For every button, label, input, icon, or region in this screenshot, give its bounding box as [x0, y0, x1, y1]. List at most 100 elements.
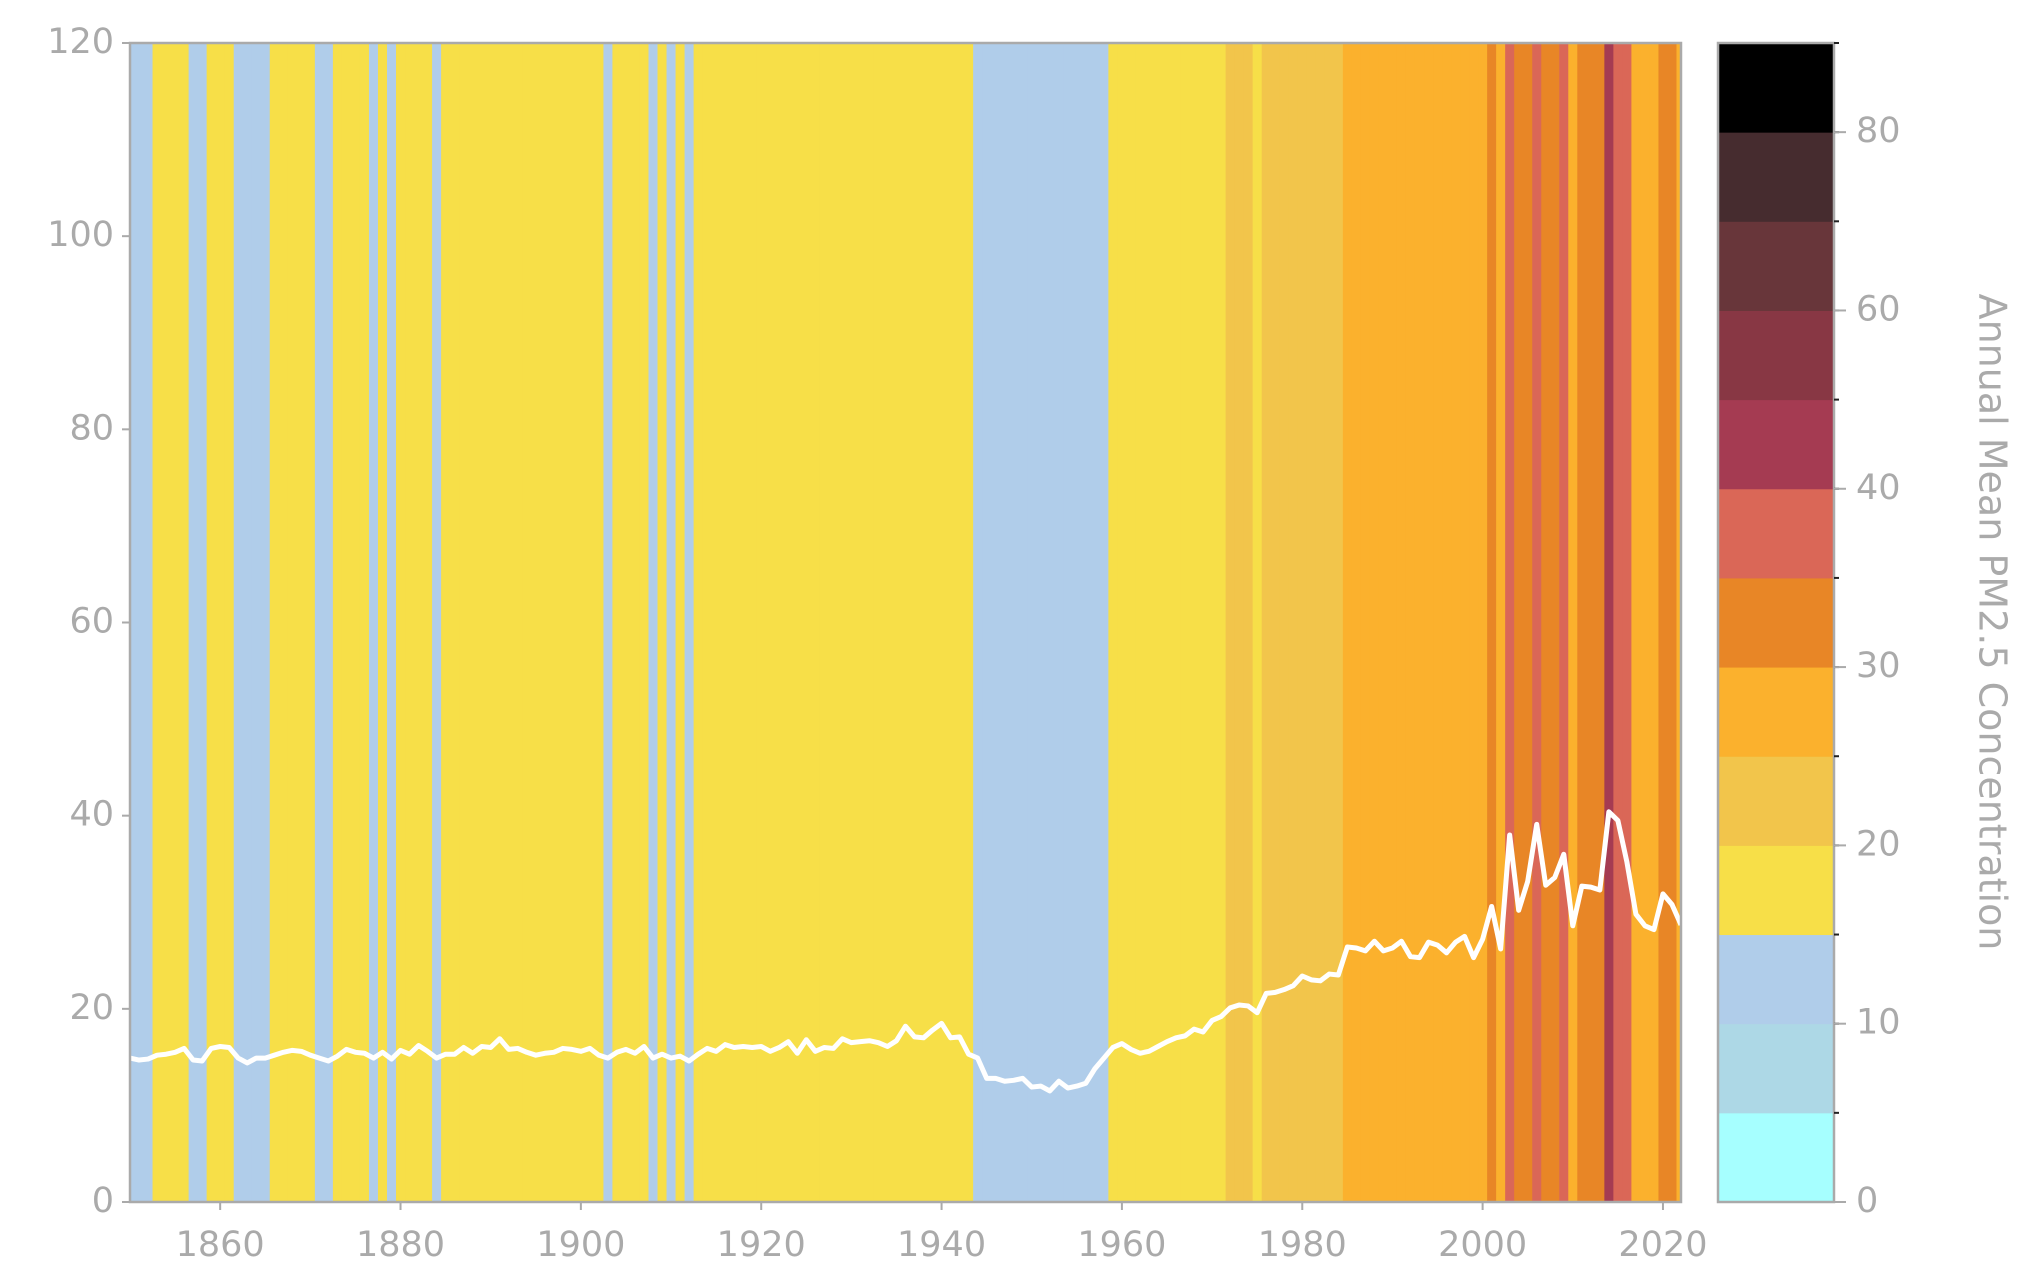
colorbar-bin: [1718, 1023, 1834, 1114]
stripe: [576, 43, 586, 1202]
stripe: [1577, 43, 1587, 1202]
stripe: [711, 43, 722, 1202]
stripe: [1063, 43, 1073, 1202]
stripe: [278, 43, 289, 1202]
stripe: [332, 43, 343, 1202]
colorbar-tick-label: 40: [1856, 468, 1901, 508]
stripe: [396, 43, 406, 1202]
stripe: [1387, 43, 1398, 1202]
stripe: [738, 43, 749, 1202]
stripe: [567, 43, 577, 1202]
stripe: [522, 43, 532, 1202]
stripe: [1306, 43, 1317, 1202]
y-tick-label: 120: [47, 22, 114, 62]
stripe: [720, 43, 731, 1202]
stripe: [558, 43, 568, 1202]
stripe: [1279, 43, 1290, 1202]
stripe: [1252, 43, 1263, 1202]
colorbar-bin: [1718, 1112, 1834, 1203]
stripe: [982, 43, 992, 1202]
stripe: [891, 43, 902, 1202]
x-tick-label: 1940: [897, 1225, 986, 1265]
x-tick-label: 1980: [1258, 1225, 1347, 1265]
stripe: [648, 43, 659, 1202]
stripe: [1595, 43, 1605, 1202]
stripe: [1270, 43, 1281, 1202]
stripe: [1342, 43, 1353, 1202]
colorbar-bin: [1718, 488, 1834, 579]
stripe: [910, 43, 920, 1202]
stripe: [1216, 43, 1227, 1202]
stripe: [937, 43, 947, 1202]
stripe: [260, 43, 271, 1202]
stripe: [1126, 43, 1137, 1202]
stripe: [855, 43, 866, 1202]
stripe: [386, 43, 397, 1202]
stripe: [1541, 43, 1551, 1202]
colorbar-tick-label: 30: [1856, 646, 1901, 686]
colorbar-bin: [1718, 221, 1834, 311]
stripe: [1036, 43, 1046, 1202]
stripe: [414, 43, 424, 1202]
stripe: [1189, 43, 1200, 1202]
stripe: [368, 43, 379, 1202]
stripe: [1288, 43, 1299, 1202]
stripe: [1234, 43, 1245, 1202]
y-tick-label: 20: [69, 988, 114, 1028]
stripe: [928, 43, 938, 1202]
colorbar-bin: [1718, 43, 1834, 133]
stripe: [134, 43, 145, 1202]
colorbar-bin: [1718, 577, 1834, 668]
stripe: [810, 43, 821, 1202]
stripe: [459, 43, 469, 1202]
stripe: [1351, 43, 1362, 1202]
stripe: [1198, 43, 1209, 1202]
colorbar-bin: [1718, 132, 1834, 222]
stripe: [1180, 43, 1191, 1202]
stripe: [1649, 43, 1660, 1202]
stripe: [1424, 43, 1434, 1202]
stripe: [341, 43, 352, 1202]
stripe: [819, 43, 830, 1202]
stripe: [1261, 43, 1272, 1202]
stripe: [1487, 43, 1497, 1202]
stripe: [1369, 43, 1380, 1202]
stripe: [657, 43, 668, 1202]
colorbar-tick-label: 10: [1856, 1003, 1901, 1043]
stripe: [405, 43, 415, 1202]
stripe: [666, 43, 677, 1202]
y-tick-label: 60: [69, 602, 114, 642]
stripe: [1315, 43, 1326, 1202]
stripe: [873, 43, 884, 1202]
colorbar-label: Annual Mean PM2.5 Concentration: [1971, 294, 2015, 951]
stripe: [1622, 43, 1633, 1202]
stripe: [756, 43, 767, 1202]
stripe: [1405, 43, 1416, 1202]
stripe: [540, 43, 550, 1202]
stripe: [1451, 43, 1461, 1202]
stripe: [143, 43, 154, 1202]
stripe: [837, 43, 848, 1202]
stripe: [1090, 43, 1100, 1202]
stripe: [1045, 43, 1055, 1202]
stripe: [1631, 43, 1642, 1202]
stripe: [1054, 43, 1064, 1202]
stripe: [350, 43, 361, 1202]
stripe: [1207, 43, 1218, 1202]
x-tick-label: 1900: [536, 1225, 625, 1265]
stripe: [900, 43, 911, 1202]
stripe: [314, 43, 325, 1202]
stripe: [1658, 43, 1669, 1202]
stripe: [946, 43, 956, 1202]
stripe: [1153, 43, 1164, 1202]
stripe: [495, 43, 505, 1202]
stripe: [323, 43, 334, 1202]
stripe: [1514, 43, 1524, 1202]
colorbar-tick-label: 0: [1856, 1181, 1878, 1221]
colorbar-tick-label: 80: [1856, 111, 1901, 151]
y-tick-label: 100: [47, 215, 114, 255]
stripe: [1676, 43, 1681, 1202]
stripe: [1108, 43, 1119, 1202]
stripe: [179, 43, 190, 1202]
